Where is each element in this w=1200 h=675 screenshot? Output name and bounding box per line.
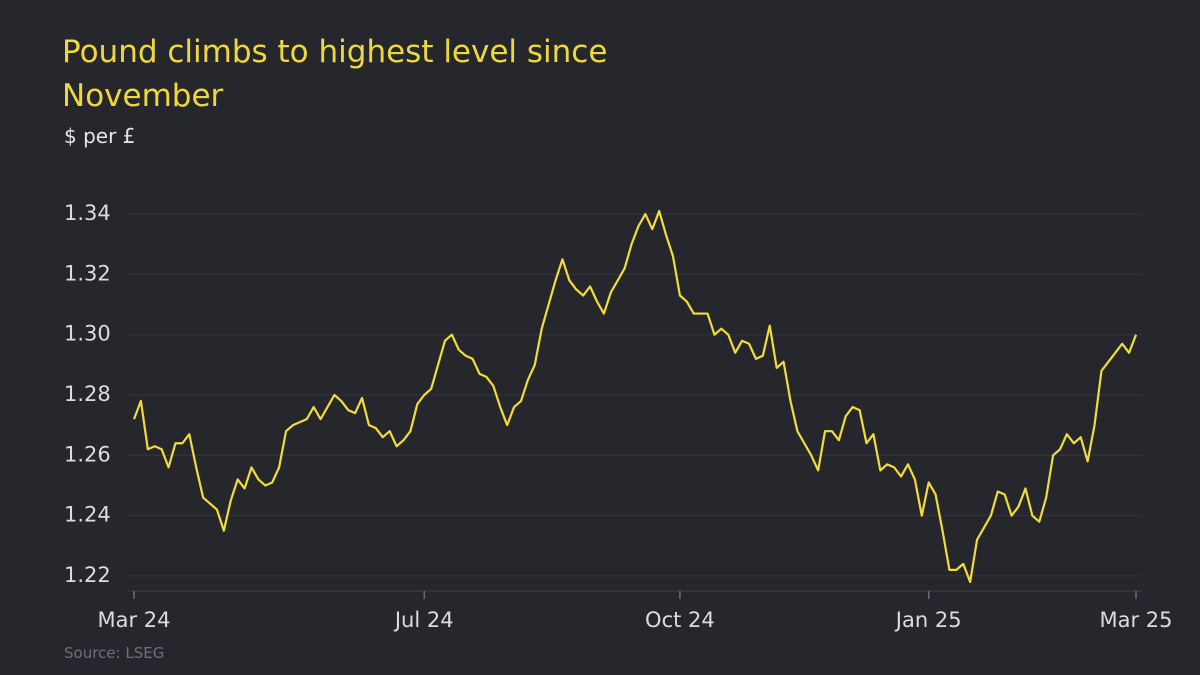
y-tick-label: 1.34 bbox=[64, 201, 111, 225]
y-tick-label: 1.22 bbox=[64, 563, 111, 587]
price-line bbox=[132, 209, 1138, 584]
y-tick-label: 1.30 bbox=[64, 322, 111, 346]
y-tick-label: 1.32 bbox=[64, 261, 111, 285]
chart-title: Pound climbs to highest level since Nove… bbox=[62, 34, 608, 114]
y-tick-label: 1.28 bbox=[64, 382, 111, 406]
x-tick-label: Jul 24 bbox=[393, 608, 454, 632]
source-note: Source: LSEG bbox=[64, 644, 165, 662]
x-tick-label: Mar 24 bbox=[97, 608, 170, 632]
y-tick-label: 1.26 bbox=[64, 442, 111, 466]
x-tick-label: Oct 24 bbox=[645, 608, 715, 632]
y-tick-label: 1.24 bbox=[64, 503, 111, 527]
chart-subtitle: $ per £ bbox=[64, 124, 136, 148]
x-tick-label: Jan 25 bbox=[894, 608, 962, 632]
x-tick-label: Mar 25 bbox=[1099, 608, 1172, 632]
